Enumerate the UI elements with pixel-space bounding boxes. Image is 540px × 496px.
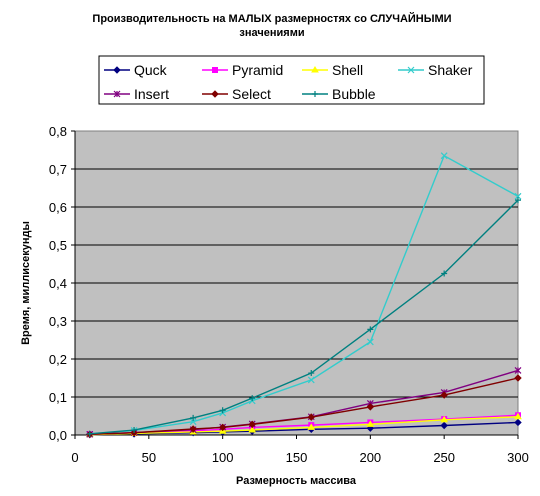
legend-label: Shell: [332, 62, 363, 78]
x-tick-label: 300: [507, 450, 529, 465]
data-point: [367, 326, 374, 333]
data-point: [514, 412, 522, 420]
data-point: [440, 415, 449, 423]
x-tick-label: 100: [212, 450, 234, 465]
legend-swatch-marker: [113, 66, 121, 74]
chart-title-line2: значениями: [239, 27, 304, 39]
data-point: [249, 395, 256, 402]
data-point: [441, 270, 448, 277]
data-point: [308, 370, 315, 377]
x-tick-label: 200: [359, 450, 381, 465]
grid: [75, 168, 518, 398]
legend-swatch-marker: [113, 90, 121, 98]
legend-label: Select: [232, 86, 271, 102]
chart-title-line1: Производительность на МАЛЫХ размерностях…: [92, 12, 451, 25]
legend-item-quck: Quck: [104, 62, 168, 78]
y-axis-label: Время, миллисекунды: [20, 221, 32, 345]
axes: 0,0 0,1 0,2 0,3 0,4 0,5 0,6 0,7 0,8 0 50 100 150 200 2…: [49, 124, 529, 465]
y-tick-label: 0,0: [49, 428, 67, 443]
x-tick-label: 50: [142, 450, 156, 465]
legend-swatch-marker: [312, 91, 318, 97]
data-point: [307, 376, 315, 384]
legend-swatch-marker: [211, 90, 219, 98]
data-point: [514, 366, 522, 374]
legend-item-insert: Insert: [104, 86, 169, 102]
legend-label: Quck: [134, 62, 168, 78]
data-point: [131, 427, 138, 434]
data-point: [218, 423, 227, 432]
legend-item-select: Select: [202, 86, 271, 102]
legend-swatch-marker: [311, 66, 319, 73]
x-tick-label: 150: [286, 450, 308, 465]
data-point: [440, 152, 448, 160]
data-point: [190, 414, 197, 421]
data-point: [514, 374, 522, 382]
series-select: [86, 374, 522, 438]
series-bubble: [86, 197, 521, 437]
legend-swatch-marker: [212, 67, 218, 73]
legend-label: Shaker: [428, 62, 473, 78]
data-point: [86, 430, 93, 437]
y-tick-label: 0,6: [49, 200, 67, 215]
data-point: [189, 425, 197, 433]
data-point: [366, 420, 375, 427]
legend-label: Pyramid: [232, 62, 283, 78]
y-tick-label: 0,3: [49, 314, 67, 329]
series-layer: [85, 152, 522, 439]
legend-box: [98, 55, 485, 105]
data-point: [248, 426, 257, 433]
data-point: [366, 403, 375, 411]
data-point: [440, 421, 448, 430]
data-point: [515, 197, 521, 204]
y-tick-label: 0,7: [49, 162, 67, 177]
data-point: [307, 413, 315, 421]
y-tick-label: 0,5: [49, 238, 67, 253]
legend-item-shell: Shell: [302, 62, 363, 78]
y-tick-label: 0,1: [49, 390, 67, 405]
x-tick-label: 0: [71, 450, 78, 465]
legend-item-shaker: Shaker: [398, 62, 473, 78]
legend-swatch-marker: [407, 66, 415, 74]
legend-label: Bubble: [332, 86, 376, 102]
legend-item-bubble: Bubble: [302, 86, 376, 102]
y-tick-label: 0,2: [49, 352, 67, 367]
data-point: [189, 418, 197, 426]
data-point: [219, 407, 226, 414]
x-axis-label: Размерность массива: [236, 475, 357, 487]
data-point: [514, 418, 522, 427]
data-point: [248, 420, 256, 429]
x-tick-label: 250: [433, 450, 455, 465]
data-point: [514, 192, 522, 200]
data-point: [440, 391, 448, 399]
y-tick-label: 0,4: [49, 276, 67, 291]
legend-label: Insert: [134, 86, 169, 102]
data-point: [307, 423, 316, 430]
legend-item-pyramid: Pyramid: [202, 62, 283, 78]
data-point: [366, 338, 374, 346]
legend: Quck Pyramid Shell Shaker Insert Select Bubble: [98, 55, 485, 105]
y-tick-label: 0,8: [49, 124, 67, 139]
